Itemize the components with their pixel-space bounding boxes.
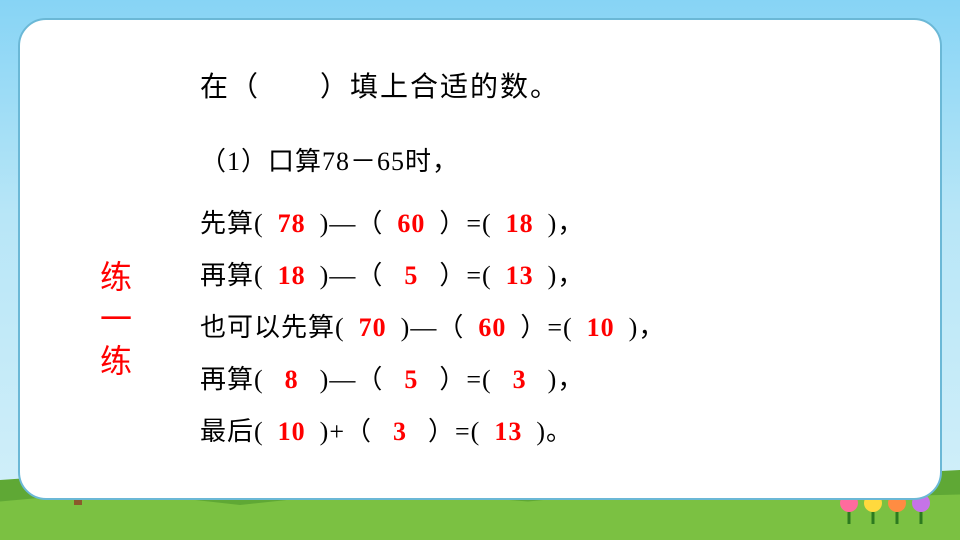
text-suffix: )， (548, 209, 585, 238)
text-prefix: 也可以先算( (200, 313, 345, 342)
step-line-2: 再算(18)—（5）=(13)， (200, 250, 880, 302)
text-mid: )—（ (320, 365, 384, 394)
answer-3b: 60 (464, 302, 520, 354)
answer-4b: 5 (383, 354, 439, 406)
text-prefix: 再算( (200, 261, 264, 290)
text-mid: ）=( (428, 417, 480, 446)
answer-4c: 3 (492, 354, 548, 406)
answer-1b: 60 (383, 198, 439, 250)
answer-2a: 18 (264, 250, 320, 302)
answer-5a: 10 (264, 406, 320, 458)
step-line-5: 最后(10)+（3）=(13)。 (200, 406, 880, 458)
answer-5c: 13 (480, 406, 536, 458)
text-mid: )—（ (320, 209, 384, 238)
text-mid: ）=( (439, 209, 491, 238)
text-suffix: )， (548, 365, 585, 394)
answer-1a: 78 (264, 198, 320, 250)
step-line-1: 先算(78)—（60）=(18)， (200, 198, 880, 250)
answer-5b: 3 (372, 406, 428, 458)
step-line-3: 也可以先算(70)—（60）=(10)， (200, 302, 880, 354)
text-suffix: )， (548, 261, 585, 290)
problem-subtitle: （1）口算78－65时， (200, 136, 880, 188)
text-mid: )+（ (320, 417, 372, 446)
answer-3c: 10 (573, 302, 629, 354)
text-mid: )—（ (401, 313, 465, 342)
text-mid: )—（ (320, 261, 384, 290)
text-suffix: )。 (536, 417, 573, 446)
answer-1c: 18 (492, 198, 548, 250)
text-suffix: )， (629, 313, 666, 342)
worksheet-content: 在（ ）填上合适的数。 （1）口算78－65时， 先算(78)—（60）=(18… (200, 60, 880, 458)
sidebar-title: 练一练 (90, 260, 138, 386)
text-mid: ）=( (439, 365, 491, 394)
instruction-title: 在（ ）填上合适的数。 (200, 60, 880, 116)
text-prefix: 先算( (200, 209, 264, 238)
answer-2c: 13 (492, 250, 548, 302)
answer-4a: 8 (264, 354, 320, 406)
content-card: 练一练 在（ ）填上合适的数。 （1）口算78－65时， 先算(78)—（60）… (18, 18, 942, 500)
answer-2b: 5 (383, 250, 439, 302)
text-mid: ）=( (439, 261, 491, 290)
step-line-4: 再算(8)—（5）=(3)， (200, 354, 880, 406)
answer-3a: 70 (345, 302, 401, 354)
text-prefix: 再算( (200, 365, 264, 394)
text-mid: ）=( (520, 313, 572, 342)
text-prefix: 最后( (200, 417, 264, 446)
